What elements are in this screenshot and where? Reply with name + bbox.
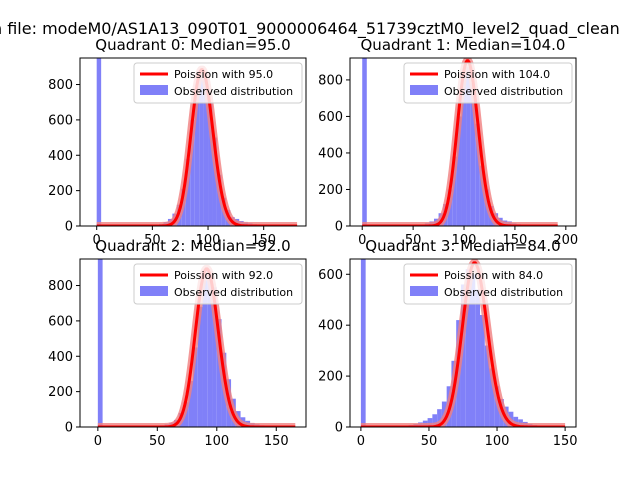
x-tick-label: 0 — [94, 434, 102, 449]
legend-label-poisson: Poission with 104.0 — [444, 68, 550, 81]
y-tick-label: 200 — [318, 370, 343, 385]
legend-swatch-observed — [410, 85, 438, 95]
x-tick-label: 100 — [204, 434, 229, 449]
panel-title: Quadrant 0: Median=95.0 — [95, 36, 290, 54]
y-tick-label: 0 — [335, 220, 343, 235]
histogram-bar — [475, 290, 480, 427]
y-tick-label: 400 — [48, 350, 73, 365]
histogram-bar — [98, 259, 103, 427]
y-tick-label: 600 — [48, 113, 73, 128]
x-tick-label: 100 — [485, 434, 510, 449]
y-tick-label: 0 — [65, 421, 73, 436]
y-tick-label: 800 — [48, 78, 73, 93]
legend: Poission with 104.0 Observed distribution — [404, 63, 572, 103]
panel-quadrant-2: 0 50 100 150 0 200 400 600 800 Quadrant 2: Median… — [48, 237, 306, 449]
y-tick-label: 600 — [318, 268, 343, 283]
y-tick-label: 800 — [318, 73, 343, 88]
legend: Poission with 84.0 Observed distribution — [404, 264, 572, 304]
legend: Poission with 95.0 Observed distribution — [134, 63, 302, 103]
y-tick-label: 0 — [65, 220, 73, 235]
panel-title: Quadrant 3: Median=84.0 — [365, 237, 560, 255]
legend-label-poisson: Poission with 92.0 — [174, 269, 273, 282]
histogram-bar — [361, 259, 366, 427]
y-tick-label: 400 — [318, 146, 343, 161]
panel-title: Quadrant 2: Median=92.0 — [95, 237, 290, 255]
y-tick-label: 0 — [335, 421, 343, 436]
histogram-bar — [362, 58, 367, 226]
x-tick-label: 150 — [553, 434, 578, 449]
y-tick-label: 600 — [318, 110, 343, 125]
legend-label-poisson: Poission with 84.0 — [444, 269, 543, 282]
y-tick-label: 200 — [48, 385, 73, 400]
legend-swatch-observed — [410, 286, 438, 296]
panel-title: Quadrant 1: Median=104.0 — [361, 36, 566, 54]
legend-label-observed: Observed distribution — [174, 286, 293, 299]
histogram-bar — [97, 58, 101, 226]
y-tick-label: 200 — [48, 184, 73, 199]
legend-label-poisson: Poission with 95.0 — [174, 68, 273, 81]
x-tick-label: 150 — [264, 434, 289, 449]
y-tick-label: 200 — [318, 183, 343, 198]
legend-label-observed: Observed distribution — [444, 85, 563, 98]
y-tick-label: 800 — [48, 279, 73, 294]
legend-label-observed: Observed distribution — [444, 286, 563, 299]
y-tick-label: 400 — [48, 149, 73, 164]
legend-label-observed: Observed distribution — [174, 85, 293, 98]
x-tick-label: 0 — [357, 434, 365, 449]
legend: Poission with 92.0 Observed distribution — [134, 264, 302, 304]
panel-quadrant-3: 0 50 100 150 0 200 400 600 Quadrant 3: Median=84… — [318, 237, 577, 449]
legend-swatch-observed — [140, 85, 168, 95]
x-tick-label: 50 — [149, 434, 166, 449]
legend-swatch-observed — [140, 286, 168, 296]
x-tick-label: 50 — [421, 434, 438, 449]
y-tick-label: 600 — [48, 314, 73, 329]
y-tick-label: 400 — [318, 319, 343, 334]
